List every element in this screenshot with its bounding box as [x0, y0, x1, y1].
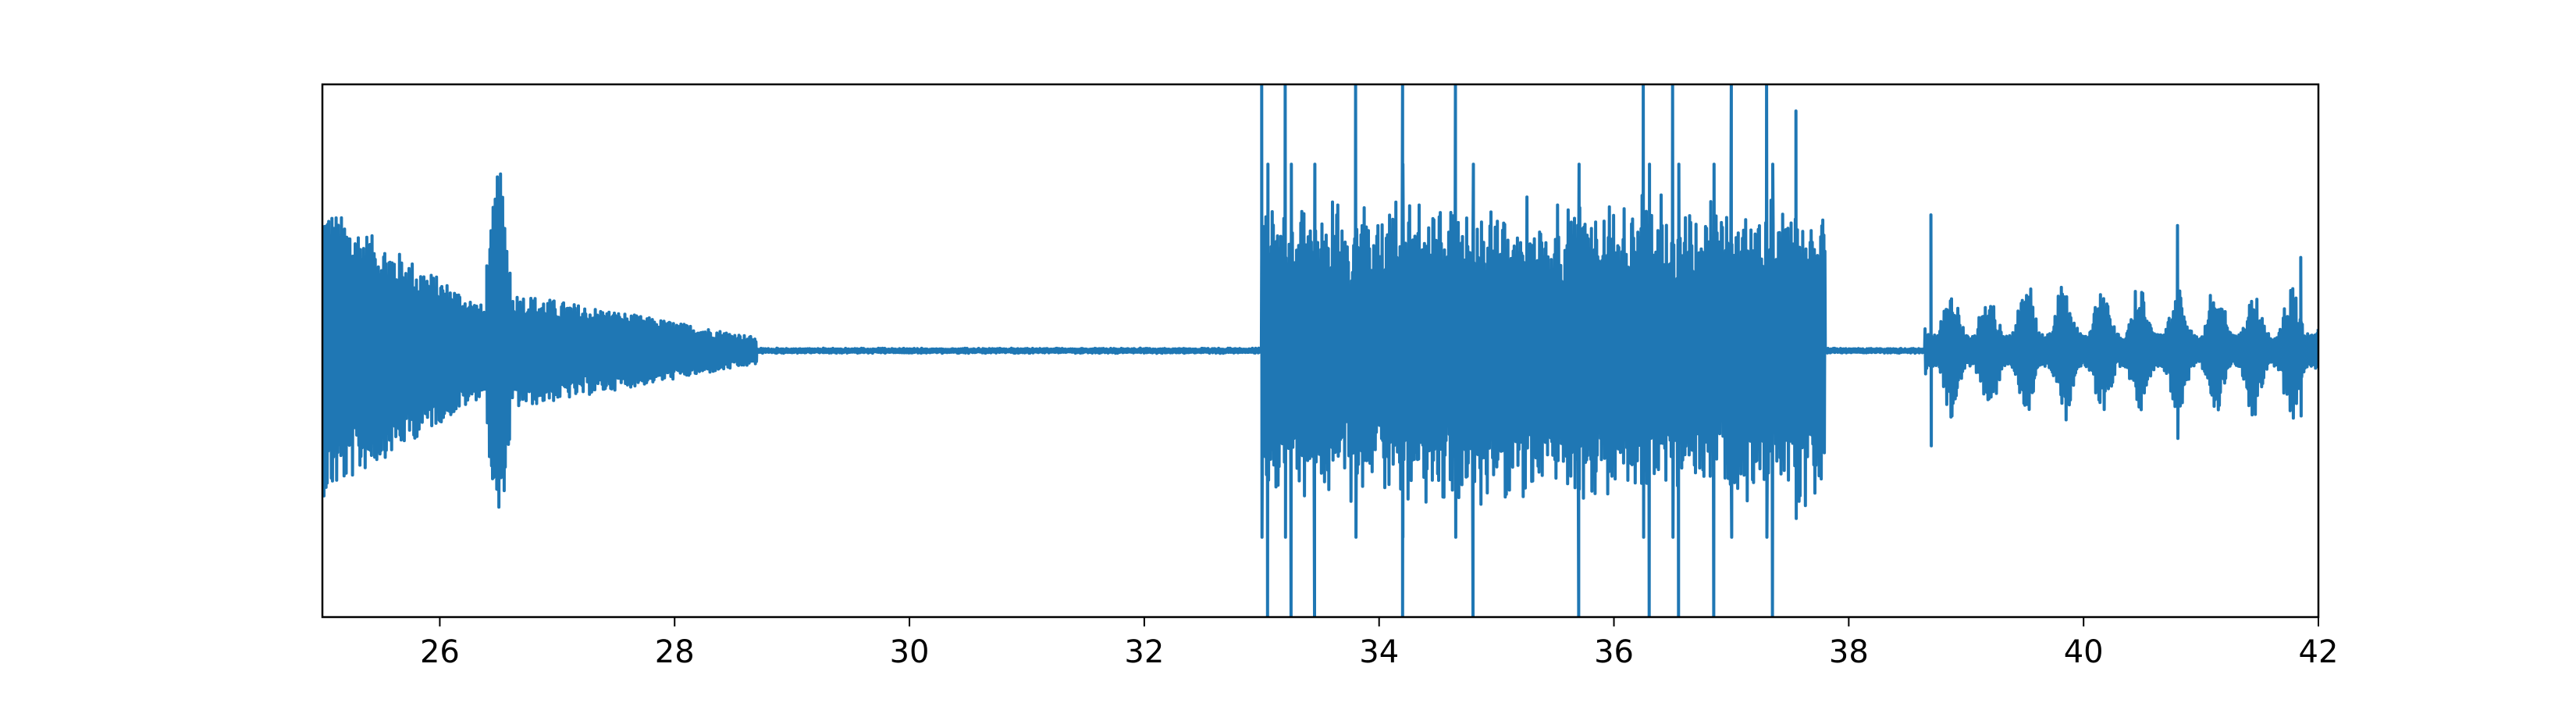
x-tick-label: 42	[2299, 634, 2339, 670]
waveform-series-line	[322, 84, 2318, 617]
axes-frame	[321, 83, 2320, 619]
x-tick-label: 28	[655, 634, 695, 670]
x-tick-label: 38	[1829, 634, 1869, 670]
x-tick-label: 34	[1359, 634, 1399, 670]
x-tick-label: 30	[890, 634, 930, 670]
x-axis: 26 28 30 32 34 36 38 40 42	[420, 617, 2338, 670]
x-tick-label: 32	[1124, 634, 1164, 670]
x-tick-label: 26	[420, 634, 460, 670]
x-tick-label: 36	[1594, 634, 1634, 670]
plot-area	[322, 84, 2318, 617]
x-tick-label: 40	[2064, 634, 2104, 670]
